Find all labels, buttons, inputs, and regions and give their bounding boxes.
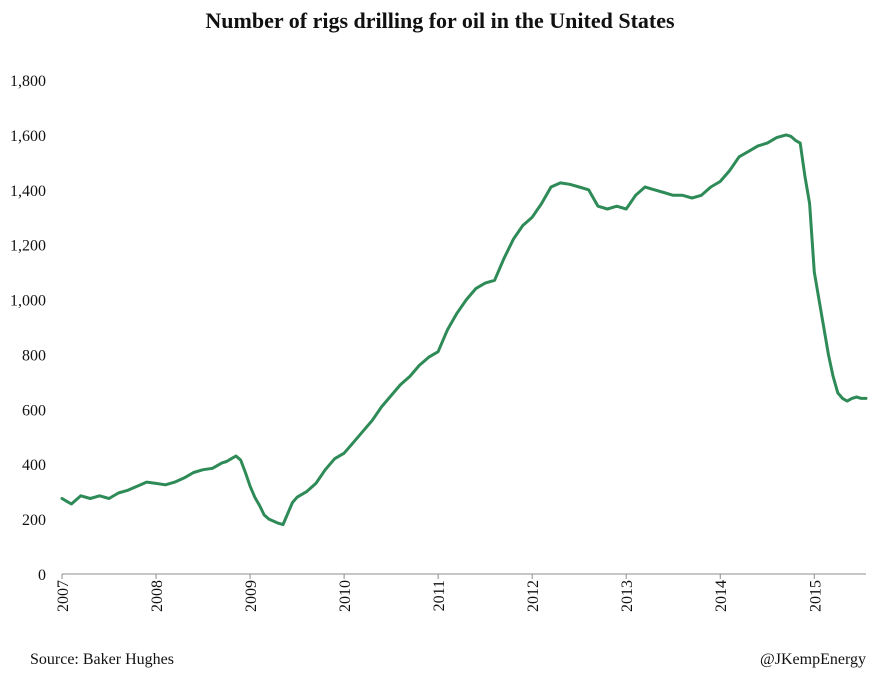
y-tick-label: 600 bbox=[22, 402, 46, 419]
y-tick-label: 0 bbox=[38, 567, 46, 584]
x-axis: 2007 2008 2009 2010 2011 2012 2013 2014 2015 bbox=[55, 573, 866, 612]
rig-count-series-line bbox=[60, 133, 868, 527]
x-tick-label: 2012 bbox=[525, 580, 542, 612]
y-tick-label: 1,200 bbox=[10, 238, 46, 255]
y-tick-label: 1,000 bbox=[10, 293, 46, 310]
x-tick-label: 2007 bbox=[55, 580, 72, 612]
x-tick-label: 2008 bbox=[149, 580, 166, 612]
y-axis: 0 200 400 600 800 1,000 1,200 1,400 1,600 1,800 bbox=[10, 73, 46, 584]
x-tick-label: 2011 bbox=[431, 580, 448, 611]
y-tick-label: 200 bbox=[22, 512, 46, 529]
y-tick-label: 400 bbox=[22, 457, 46, 474]
x-tick-label: 2013 bbox=[619, 580, 636, 612]
y-tick-label: 800 bbox=[22, 347, 46, 364]
x-tick-label: 2010 bbox=[337, 580, 354, 612]
chart-title: Number of rigs drilling for oil in the U… bbox=[205, 8, 675, 33]
y-tick-label: 1,400 bbox=[10, 183, 46, 200]
source-note: Source: Baker Hughes bbox=[30, 651, 174, 668]
x-tick-label: 2015 bbox=[807, 580, 824, 612]
series-layer bbox=[60, 133, 868, 527]
x-tick-label: 2009 bbox=[243, 580, 260, 612]
x-tick-label: 2014 bbox=[713, 580, 730, 612]
y-tick-label: 1,800 bbox=[10, 73, 46, 90]
author-credit: @JKempEnergy bbox=[760, 651, 866, 668]
y-tick-label: 1,600 bbox=[10, 128, 46, 145]
